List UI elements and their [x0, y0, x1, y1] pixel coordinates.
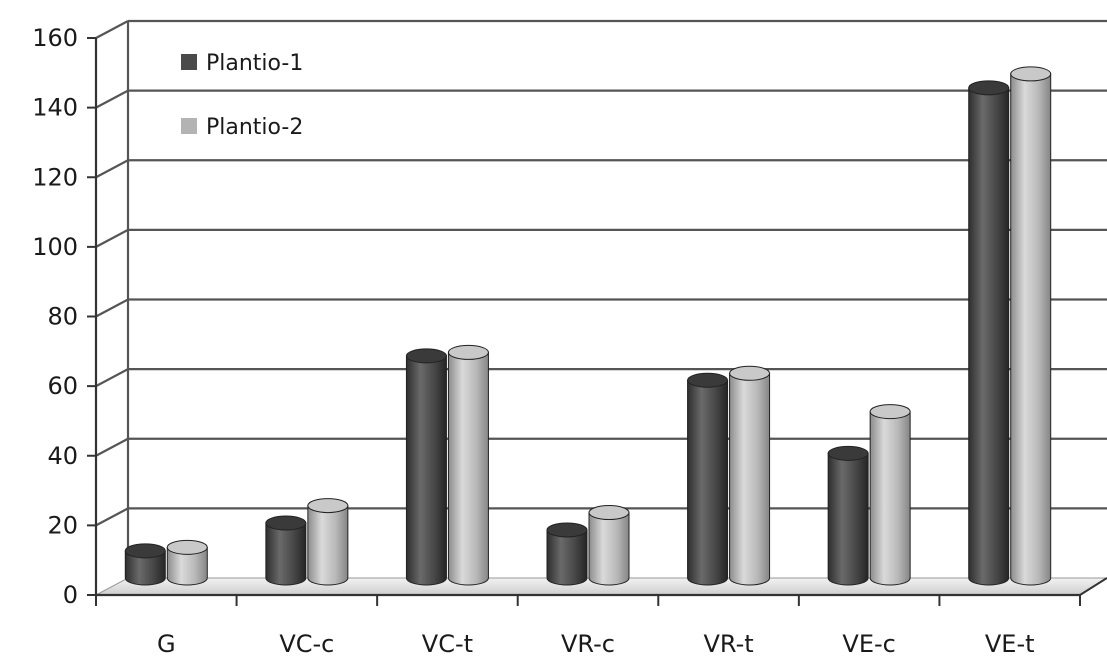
legend-swatch [181, 118, 197, 134]
y-tick-label: 140 [32, 94, 78, 122]
bar-top [729, 365, 771, 381]
bar-body [166, 546, 208, 586]
bar-body [588, 512, 630, 586]
bar-body [869, 411, 911, 586]
bar-top [588, 505, 630, 521]
bar [729, 365, 771, 586]
y-tick-label: 0 [63, 581, 78, 609]
bar-body [968, 87, 1010, 586]
y-tick-label: 80 [47, 303, 78, 331]
bar-body [447, 351, 489, 586]
bar-top [869, 404, 911, 420]
legend-label: Plantio-1 [206, 51, 303, 76]
axes [87, 21, 1107, 606]
x-tick-label: VE-c [842, 630, 895, 658]
bar [307, 498, 349, 586]
x-tick-label: G [157, 630, 176, 658]
bar-top [546, 522, 588, 538]
bar [1010, 66, 1052, 586]
gridline-diagonal [95, 228, 129, 248]
bar [827, 445, 869, 586]
gridline-diagonal [95, 89, 129, 109]
x-axis-category-labels: G VC-c VC-t VR-c VR-t VE-c VE-t [157, 630, 1035, 658]
bar-body [546, 529, 588, 586]
bar-body [827, 452, 869, 586]
y-tick-label: 40 [47, 442, 78, 470]
y-tick-label: 100 [32, 233, 78, 261]
bar-body [265, 522, 307, 586]
x-tick-label: VC-c [279, 630, 334, 658]
bar-top [265, 515, 307, 531]
bar [265, 515, 307, 586]
bar [588, 505, 630, 586]
bar [968, 80, 1010, 586]
bars [124, 66, 1052, 586]
bar-top [307, 498, 349, 514]
bar-top [1010, 66, 1052, 82]
bar-body [687, 379, 729, 586]
bar-body [405, 355, 447, 586]
bar [546, 522, 588, 586]
legend-label: Plantio-2 [206, 115, 303, 140]
bar-top [827, 445, 869, 461]
gridline-diagonal [95, 298, 129, 318]
gridline-diagonal [95, 368, 129, 388]
x-tick-label: VR-t [703, 630, 753, 658]
gridline-diagonal [95, 159, 129, 179]
bar-body [1010, 73, 1052, 586]
bar-top [124, 543, 166, 559]
y-tick-label: 60 [47, 372, 78, 400]
bar [447, 344, 489, 586]
legend: Plantio-1 Plantio-2 [181, 51, 303, 140]
gridline-diagonal [95, 437, 129, 457]
legend-swatch [181, 54, 197, 70]
bar-top [447, 344, 489, 360]
bar [124, 543, 166, 586]
legend-item: Plantio-1 [181, 51, 303, 76]
gridline-diagonal [95, 507, 129, 527]
x-tick-label: VE-t [985, 630, 1035, 658]
y-tick-label: 120 [32, 163, 78, 191]
legend-item: Plantio-2 [181, 115, 303, 140]
y-tick-label: 160 [32, 24, 78, 52]
bar [166, 539, 208, 586]
bar-top [687, 372, 729, 388]
bar-body [729, 372, 771, 586]
x-tick-label: VR-c [561, 630, 615, 658]
bar-top [166, 539, 208, 555]
x-tick-label: VC-t [422, 630, 473, 658]
y-axis-tick-labels: 0 20 40 60 80 100 120 140 160 [32, 24, 78, 609]
gridlines [95, 19, 1107, 527]
floor-right-edge [1079, 577, 1107, 596]
gridline-diagonal [95, 20, 129, 39]
bar [405, 348, 447, 586]
bar [869, 404, 911, 586]
bar-top [405, 348, 447, 364]
bar-body [307, 505, 349, 586]
bar [687, 372, 729, 586]
y-tick-label: 20 [47, 511, 78, 539]
bar-top [968, 80, 1010, 96]
bar-body [124, 550, 166, 586]
